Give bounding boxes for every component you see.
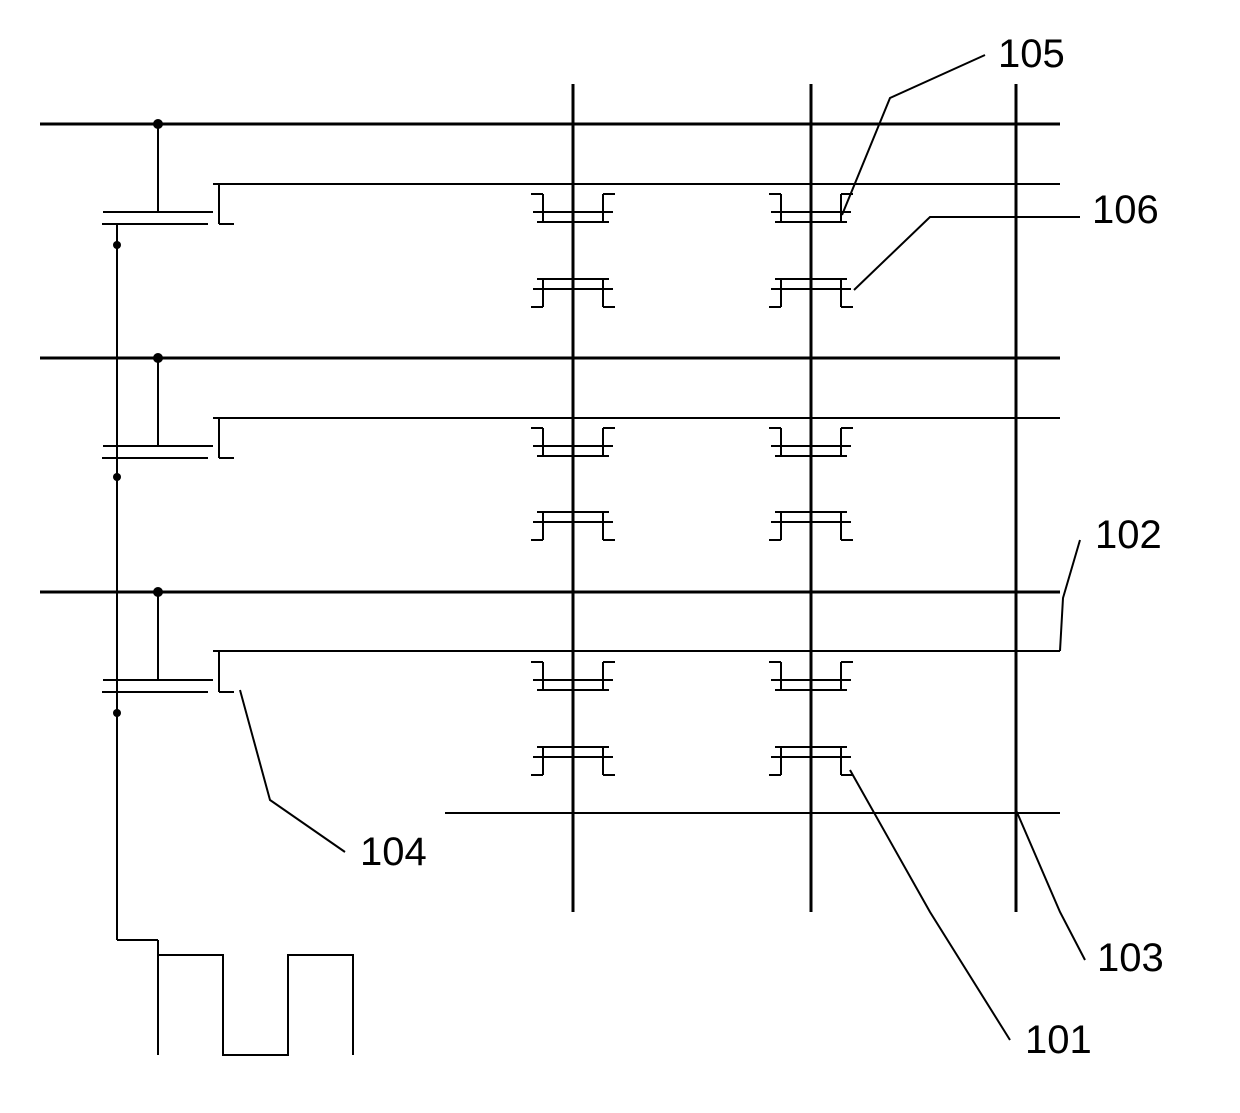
label-101: 101 [1025, 1018, 1092, 1063]
label-102: 102 [1095, 513, 1162, 558]
label-106: 106 [1092, 188, 1159, 233]
label-103: 103 [1097, 936, 1164, 981]
label-105: 105 [998, 32, 1065, 77]
circuit-diagram [0, 0, 1240, 1113]
label-104: 104 [360, 830, 427, 875]
